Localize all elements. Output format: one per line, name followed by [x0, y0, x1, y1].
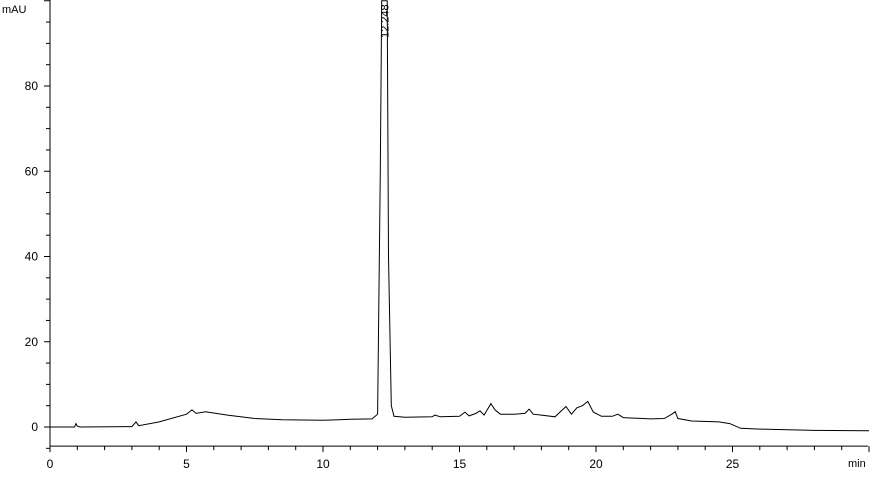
y-tick-label: 80: [25, 79, 39, 93]
y-axis-label: mAU: [2, 4, 27, 16]
y-tick-label: 0: [31, 420, 38, 434]
y-tick-label: 20: [25, 335, 39, 349]
y-tick-label: 40: [25, 250, 39, 264]
x-axis-label: min: [848, 458, 866, 470]
x-tick-label: 25: [726, 457, 740, 471]
peak-annotation: 12.248: [379, 4, 391, 38]
x-tick-label: 5: [183, 457, 190, 471]
y-tick-label: 60: [25, 164, 39, 178]
x-tick-label: 15: [453, 457, 467, 471]
x-tick-label: 20: [589, 457, 603, 471]
x-tick-label: 0: [47, 457, 54, 471]
chromatogram-trace: [50, 0, 870, 432]
x-tick-label: 10: [316, 457, 330, 471]
